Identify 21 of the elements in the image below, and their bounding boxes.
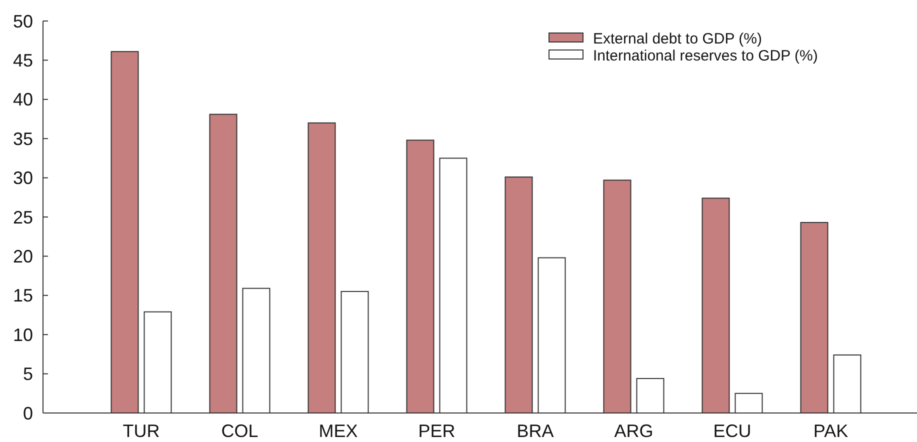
y-tick-label: 30 xyxy=(12,168,33,188)
y-tick-label: 0 xyxy=(22,403,33,424)
x-tick-label: ARG xyxy=(614,421,654,441)
x-tick-label: PER xyxy=(418,421,456,441)
x-tick-label: PAK xyxy=(813,421,848,441)
y-tick-label: 15 xyxy=(12,286,33,306)
y-tick-label: 50 xyxy=(12,11,33,32)
legend-label: International reserves to GDP (%) xyxy=(593,47,818,64)
legend-label: External debt to GDP (%) xyxy=(593,30,762,48)
y-tick-label: 5 xyxy=(22,364,33,384)
x-tick-label: MEX xyxy=(318,421,358,441)
x-tick-label: TUR xyxy=(122,421,160,441)
x-tick-label: ECU xyxy=(713,421,752,441)
y-tick-label: 20 xyxy=(12,246,33,266)
y-tick-label: 10 xyxy=(12,324,33,345)
x-tick-label: BRA xyxy=(516,421,554,441)
y-tick-label: 45 xyxy=(12,50,33,70)
y-tick-label: 25 xyxy=(12,207,33,228)
x-tick-label: COL xyxy=(221,421,258,441)
y-tick-label: 35 xyxy=(12,128,33,149)
y-tick-label: 40 xyxy=(12,90,33,110)
